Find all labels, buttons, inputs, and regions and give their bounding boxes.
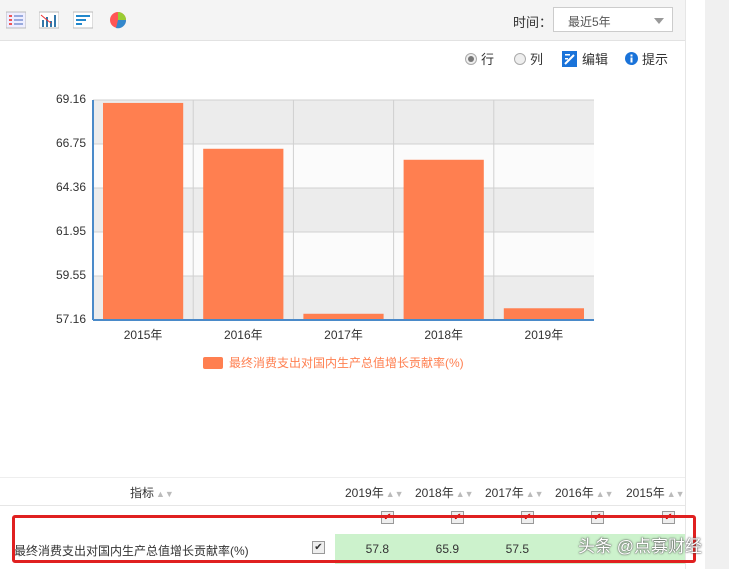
sort-icon[interactable]: ▲▼ bbox=[595, 489, 614, 499]
row-checkbox[interactable]: ✔ bbox=[312, 541, 325, 554]
x-tick-label: 2019年 bbox=[524, 328, 564, 342]
x-tick-label: 2016年 bbox=[223, 328, 263, 342]
header-year[interactable]: 2017年 ▲▼ bbox=[485, 484, 544, 501]
header-indicator[interactable]: 指标 ▲▼ bbox=[130, 484, 174, 501]
value-cell: 57.8 bbox=[365, 542, 389, 556]
bar-2015年[interactable] bbox=[103, 102, 184, 320]
header-indicator-label: 指标 bbox=[130, 486, 155, 500]
bar-2017年[interactable] bbox=[303, 313, 384, 320]
x-tick-label: 2017年 bbox=[324, 328, 363, 342]
x-tick-label: 2018年 bbox=[424, 328, 464, 342]
col-option[interactable]: 列 bbox=[514, 49, 543, 68]
list-icon[interactable] bbox=[6, 11, 26, 29]
y-tick-label: 57.16 bbox=[55, 312, 86, 326]
y-tick-label: 66.75 bbox=[55, 136, 86, 150]
bar-chart-icon[interactable] bbox=[39, 11, 59, 29]
bar-2019年[interactable] bbox=[503, 308, 584, 320]
header-year-label: 2016年 bbox=[555, 486, 594, 500]
header-year[interactable]: 2019年 ▲▼ bbox=[345, 484, 404, 501]
tip-button[interactable]: 提示 bbox=[625, 49, 668, 68]
row-label: 最终消费支出对国内生产总值增长贡献率(%) bbox=[14, 544, 249, 558]
chevron-down-icon bbox=[654, 18, 664, 24]
radio-row[interactable] bbox=[465, 52, 477, 65]
sort-icon[interactable]: ▲▼ bbox=[455, 489, 474, 499]
sort-icon[interactable]: ▲▼ bbox=[385, 489, 404, 499]
bar-chart bbox=[92, 99, 594, 321]
legend-swatch bbox=[203, 356, 223, 369]
header-year[interactable]: 2015年 ▲▼ bbox=[626, 484, 685, 501]
horizontal-bar-icon[interactable] bbox=[73, 11, 93, 29]
sort-icon[interactable]: ▲▼ bbox=[156, 489, 174, 499]
y-tick-label: 69.16 bbox=[55, 92, 86, 106]
legend-label: 最终消费支出对国内生产总值增长贡献率(%) bbox=[229, 356, 464, 370]
header-year-label: 2019年 bbox=[345, 486, 384, 500]
radio-col[interactable] bbox=[514, 52, 526, 65]
watermark: 头条 @点寡财经 bbox=[578, 537, 702, 556]
value-cell: 57.5 bbox=[505, 542, 529, 556]
row-values-bg bbox=[335, 534, 685, 564]
sort-icon[interactable]: ▲▼ bbox=[525, 489, 544, 499]
info-icon bbox=[625, 52, 638, 65]
edit-icon bbox=[562, 50, 577, 67]
y-tick-label: 61.95 bbox=[55, 224, 86, 238]
tip-label: 提示 bbox=[642, 52, 669, 67]
toolbar: 时间： 最近5年 bbox=[0, 0, 685, 41]
scrollbar[interactable] bbox=[705, 0, 729, 569]
y-tick-label: 64.36 bbox=[55, 180, 86, 194]
header-year-label: 2017年 bbox=[485, 486, 524, 500]
table-header: 指标 ▲▼ 2019年 ▲▼ 2018年 ▲▼ 2017年 ▲▼ 2016年 ▲▼ 2015年 ▲▼ bbox=[0, 477, 685, 506]
highlight-box bbox=[12, 515, 696, 563]
row-label: 行 bbox=[481, 52, 495, 67]
edit-label: 编辑 bbox=[582, 52, 609, 67]
table-row: 最终消费支出对国内生产总值增长贡献率(%) ✔ 57.8 65.9 57.5 bbox=[0, 534, 685, 564]
pie-chart-icon[interactable] bbox=[108, 11, 128, 29]
header-year[interactable]: 2018年 ▲▼ bbox=[415, 484, 474, 501]
bar-2018年[interactable] bbox=[403, 159, 484, 320]
x-tick-label: 2015年 bbox=[123, 328, 163, 342]
edit-button[interactable]: 编辑 bbox=[562, 49, 608, 68]
y-tick-label: 59.55 bbox=[55, 268, 86, 282]
side-gutter bbox=[685, 0, 706, 569]
legend[interactable]: 最终消费支出对国内生产总值增长贡献率(%) bbox=[203, 354, 464, 371]
header-year-label: 2015年 bbox=[626, 486, 665, 500]
value-cell: 65.9 bbox=[435, 542, 459, 556]
time-label: 时间： bbox=[513, 15, 553, 30]
time-range-value: 最近5年 bbox=[568, 15, 611, 29]
header-year[interactable]: 2016年 ▲▼ bbox=[555, 484, 614, 501]
header-year-label: 2018年 bbox=[415, 486, 454, 500]
sort-icon[interactable]: ▲▼ bbox=[666, 489, 685, 499]
col-label: 列 bbox=[530, 52, 544, 67]
bar-2016年[interactable] bbox=[203, 148, 284, 320]
time-range-select[interactable]: 最近5年 bbox=[553, 7, 673, 32]
row-option[interactable]: 行 bbox=[465, 49, 494, 68]
